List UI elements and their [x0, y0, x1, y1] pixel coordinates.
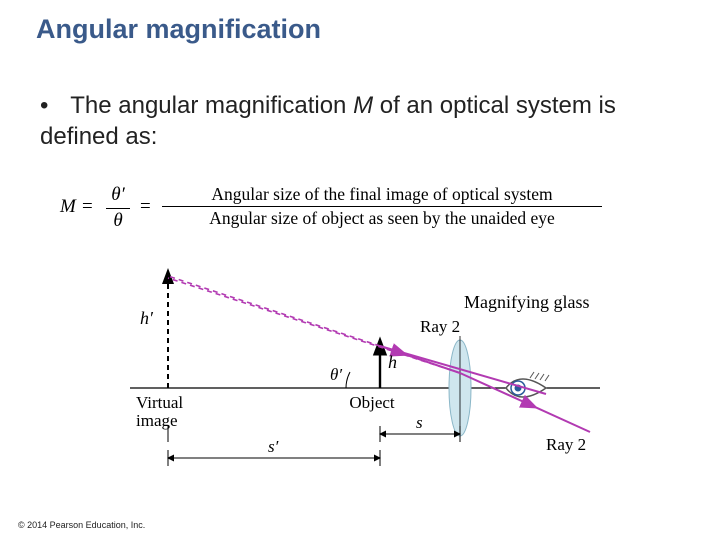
bullet-pre: The angular magnification	[70, 92, 353, 119]
formula: M = θ′ θ = Angular size of the final ima…	[60, 182, 660, 236]
formula-theta: θ	[106, 210, 130, 233]
formula-M: M	[60, 196, 76, 218]
svg-text:Magnifying glass: Magnifying glass	[464, 292, 590, 312]
formula-frac-theta: θ′ θ	[106, 184, 130, 233]
svg-text:h: h	[388, 352, 397, 372]
formula-eq2: =	[140, 196, 151, 218]
formula-num-text: Angular size of the final image of optic…	[162, 184, 602, 205]
svg-text:θ′: θ′	[330, 365, 342, 384]
formula-den-text: Angular size of object as seen by the un…	[162, 208, 602, 229]
svg-text:h′: h′	[140, 308, 154, 328]
bullet-text: The angular magnification M of an optica…	[40, 92, 616, 150]
svg-text:Virtualimage: Virtualimage	[136, 393, 183, 430]
ray-diagram: Magnifying glassRay 2Ray 2VirtualimageOb…	[120, 258, 606, 498]
bullet-block: • The angular magnification M of an opti…	[40, 90, 680, 152]
formula-eq1: =	[82, 196, 93, 218]
svg-text:s′: s′	[268, 437, 279, 456]
svg-text:Object: Object	[349, 393, 395, 412]
slide-title: Angular magnification	[36, 14, 321, 45]
svg-text:s: s	[416, 413, 423, 432]
svg-text:Ray 2: Ray 2	[546, 435, 586, 454]
bullet-marker: •	[40, 90, 64, 121]
bullet-var: M	[353, 92, 373, 119]
copyright: © 2014 Pearson Education, Inc.	[18, 520, 145, 530]
formula-frac-text: Angular size of the final image of optic…	[162, 184, 602, 229]
svg-text:Ray 2: Ray 2	[420, 317, 460, 336]
formula-theta-prime: θ′	[106, 184, 130, 207]
